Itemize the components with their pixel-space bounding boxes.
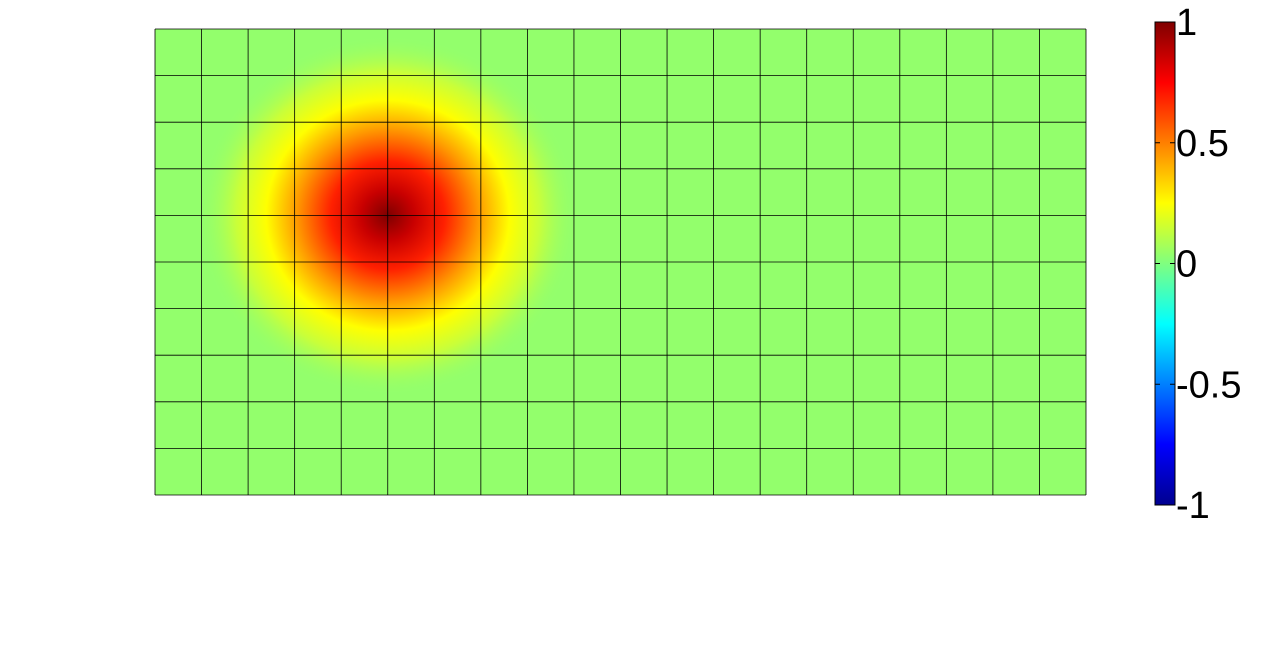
colorbar-tick-label: 0 — [1176, 244, 1197, 286]
colorbar-tick-label: -1 — [1176, 485, 1210, 527]
colorbar-tick-label: 0.5 — [1176, 123, 1229, 165]
mesh-grid — [154, 28, 1087, 496]
heatmap-area — [154, 28, 1087, 496]
colorbar: 1 0.5 0 -0.5 -1 — [1154, 2, 1241, 527]
colorbar-tick-label: 1 — [1176, 2, 1197, 44]
colorbar-tick-label: -0.5 — [1176, 364, 1241, 406]
colorbar-ticks: 1 0.5 0 -0.5 -1 — [1155, 2, 1241, 527]
